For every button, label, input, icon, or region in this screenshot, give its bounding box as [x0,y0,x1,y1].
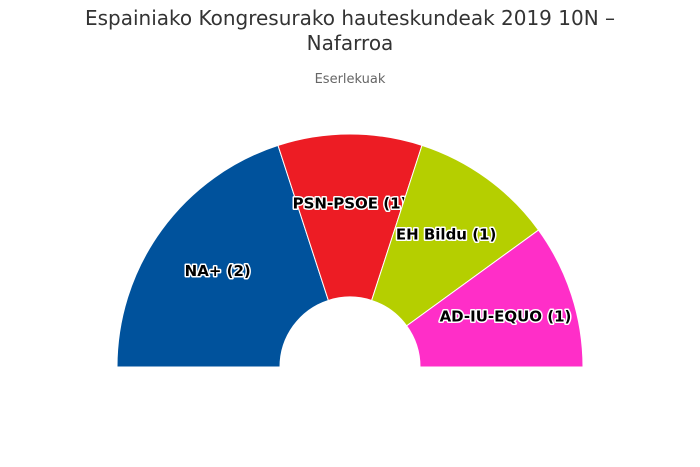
segment-eh-bildu[interactable] [371,144,540,327]
data-label-na-: NA+ (2) [185,262,251,280]
chart-subtitle: Eserlekuak [314,72,386,87]
segment-psn-psoe[interactable] [277,133,423,302]
data-label-ad-iu-equo: AD-IU-EQUO (1) [440,307,572,325]
data-label-eh-bildu: EH Bildu (1) [396,226,497,244]
chart-title: Espainiako Kongresurako hauteskundeak 20… [0,6,700,56]
data-label-psn-psoe: PSN-PSOE (1) [293,195,408,213]
chart-title-line-2: Nafarroa [306,31,394,55]
segment-ad-iu-equo[interactable] [405,229,584,368]
segment-na-[interactable] [116,144,329,368]
chart-title-line-1: Espainiako Kongresurako hauteskundeak 20… [84,6,616,30]
